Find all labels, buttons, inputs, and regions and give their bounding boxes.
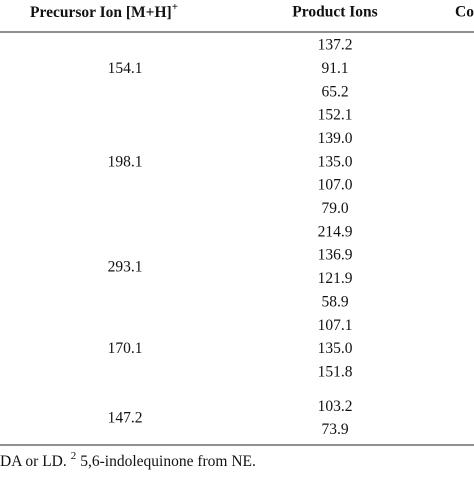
footnote-after: 5,6-indolequinone from NE. [80,453,256,470]
footnote: DA or LD. 2 5,6-indolequinone from NE. [0,450,256,470]
product-ion: 58.9 [321,293,348,310]
product-ion: 136.9 [318,247,353,264]
product-ion: 91.1 [321,60,348,77]
product-ion: 135.0 [318,153,353,170]
precursor-ion: 293.1 [108,258,143,275]
footnote-sup: 2 [71,450,77,462]
header-precursor: Precursor Ion [M+H]+ [30,1,178,21]
product-ion: 79.0 [321,200,348,217]
precursor-ion: 170.1 [108,340,143,357]
header-product: Product Ions [292,4,377,21]
precursor-ion: 154.1 [108,60,143,77]
header-precursor-text: Precursor Ion [M+H] [30,4,172,21]
product-ion: 121.9 [318,270,353,287]
product-ion: 107.1 [318,317,353,334]
product-ion: 151.8 [318,363,353,380]
product-ion: 135.0 [318,340,353,357]
product-ion: 152.1 [318,107,353,124]
precursor-ion: 198.1 [108,153,143,170]
product-ion: 214.9 [318,223,353,240]
header-third: Co [455,4,474,21]
header-precursor-sup: + [172,1,178,13]
product-ion: 103.2 [318,398,353,415]
precursor-ion: 147.2 [108,409,143,426]
product-ion: 65.2 [321,83,348,100]
product-ion: 73.9 [321,421,348,438]
footnote-before: DA or LD. [0,453,67,470]
product-ion: 137.2 [318,37,353,54]
product-ion: 107.0 [318,177,353,194]
product-ion: 139.0 [318,130,353,147]
